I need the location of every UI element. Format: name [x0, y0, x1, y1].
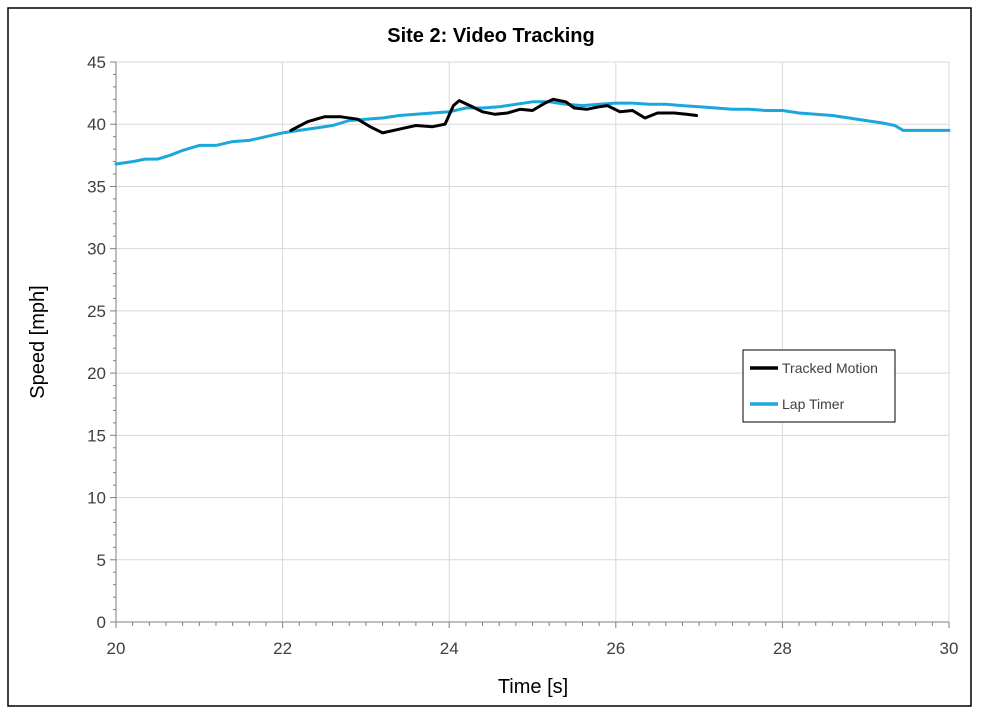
y-tick-label: 45 [87, 53, 106, 72]
series-line-tracked-motion [289, 97, 699, 135]
x-tick-label: 20 [107, 639, 126, 658]
x-tick-label: 26 [606, 639, 625, 658]
y-tick-label: 5 [97, 551, 106, 570]
y-tick-label: 40 [87, 115, 106, 134]
series-line-lap-timer [114, 100, 951, 166]
y-tick-label: 35 [87, 177, 106, 196]
y-tick-label: 10 [87, 489, 106, 508]
legend-box [742, 349, 896, 423]
y-tick-label: 25 [87, 302, 106, 321]
legend-label-tracked-motion: Tracked Motion [782, 360, 878, 376]
x-tick-label: 28 [773, 639, 792, 658]
chart-title: Site 2: Video Tracking [387, 25, 594, 47]
legend: Tracked Motion Lap Timer [742, 349, 896, 423]
series-lines [114, 97, 951, 166]
x-tick-label: 30 [940, 639, 959, 658]
legend-label-lap-timer: Lap Timer [782, 396, 845, 412]
y-tick-label: 30 [87, 240, 106, 259]
x-tick-label: 22 [273, 639, 292, 658]
y-tick-label: 20 [87, 364, 106, 383]
axes: 0 5 10 15 20 25 30 35 40 45 20 22 24 26 28 30 [87, 53, 958, 658]
x-tick-label: 24 [440, 639, 459, 658]
y-axis-label: Speed [mph] [27, 285, 49, 398]
y-tick-label: 15 [87, 426, 106, 445]
x-axis-label: Time [s] [498, 676, 568, 698]
y-tick-label: 0 [97, 613, 106, 632]
